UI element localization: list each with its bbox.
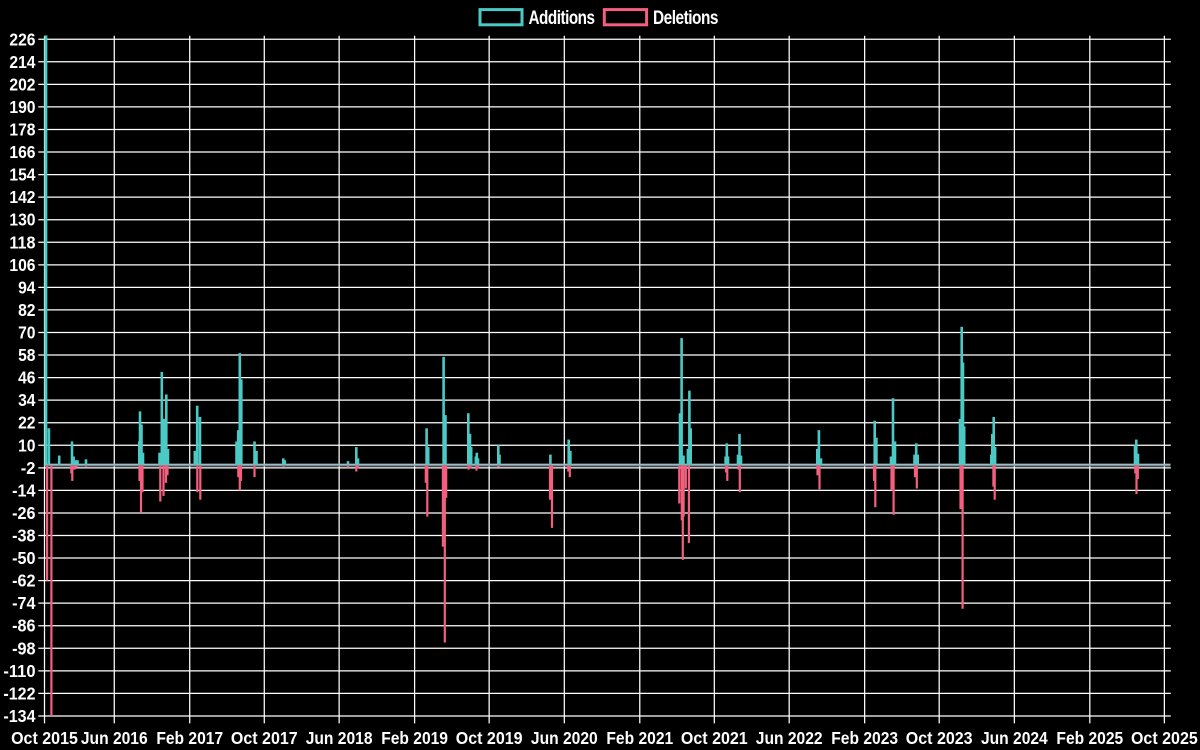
- svg-text:Feb 2023: Feb 2023: [831, 728, 898, 748]
- svg-text:Oct 2025: Oct 2025: [1131, 728, 1198, 748]
- svg-text:Feb 2025: Feb 2025: [1056, 728, 1123, 748]
- svg-text:142: 142: [9, 187, 35, 207]
- svg-text:Deletions: Deletions: [653, 8, 718, 29]
- svg-text:46: 46: [18, 368, 36, 388]
- svg-text:154: 154: [9, 165, 35, 185]
- svg-text:226: 226: [9, 29, 35, 49]
- svg-text:-14: -14: [12, 480, 36, 500]
- svg-text:-110: -110: [3, 661, 35, 681]
- svg-text:10: 10: [18, 435, 36, 455]
- svg-text:-26: -26: [12, 503, 36, 523]
- svg-text:Oct 2019: Oct 2019: [456, 728, 523, 748]
- svg-text:Additions: Additions: [529, 8, 595, 29]
- svg-text:118: 118: [9, 232, 35, 252]
- svg-text:Oct 2015: Oct 2015: [11, 728, 78, 748]
- svg-text:-38: -38: [12, 526, 36, 546]
- svg-text:70: 70: [18, 322, 36, 342]
- svg-text:178: 178: [9, 119, 35, 139]
- svg-text:82: 82: [18, 300, 36, 320]
- svg-text:-134: -134: [3, 706, 35, 726]
- svg-text:166: 166: [9, 142, 35, 162]
- svg-text:Oct 2021: Oct 2021: [681, 728, 748, 748]
- svg-text:Jun 2016: Jun 2016: [81, 728, 148, 748]
- svg-text:-98: -98: [12, 638, 36, 658]
- svg-text:-50: -50: [12, 548, 36, 568]
- svg-text:Jun 2020: Jun 2020: [531, 728, 598, 748]
- svg-text:Oct 2017: Oct 2017: [231, 728, 298, 748]
- svg-text:-62: -62: [12, 571, 36, 591]
- svg-text:Jun 2024: Jun 2024: [981, 728, 1048, 748]
- svg-text:Oct 2023: Oct 2023: [906, 728, 973, 748]
- svg-text:Feb 2021: Feb 2021: [606, 728, 673, 748]
- svg-text:34: 34: [18, 390, 36, 410]
- svg-text:190: 190: [9, 97, 35, 117]
- svg-text:130: 130: [9, 210, 35, 230]
- svg-text:Jun 2022: Jun 2022: [756, 728, 823, 748]
- svg-text:Feb 2019: Feb 2019: [381, 728, 448, 748]
- svg-text:Feb 2017: Feb 2017: [156, 728, 223, 748]
- svg-text:58: 58: [18, 345, 36, 365]
- svg-text:94: 94: [18, 277, 36, 297]
- svg-text:-122: -122: [3, 683, 35, 703]
- svg-text:-2: -2: [21, 458, 36, 478]
- svg-text:202: 202: [9, 74, 35, 94]
- svg-text:-86: -86: [12, 616, 36, 636]
- svg-text:22: 22: [18, 413, 36, 433]
- svg-text:106: 106: [9, 255, 35, 275]
- svg-text:Jun 2018: Jun 2018: [306, 728, 373, 748]
- svg-text:214: 214: [9, 52, 35, 72]
- svg-text:-74: -74: [12, 593, 36, 613]
